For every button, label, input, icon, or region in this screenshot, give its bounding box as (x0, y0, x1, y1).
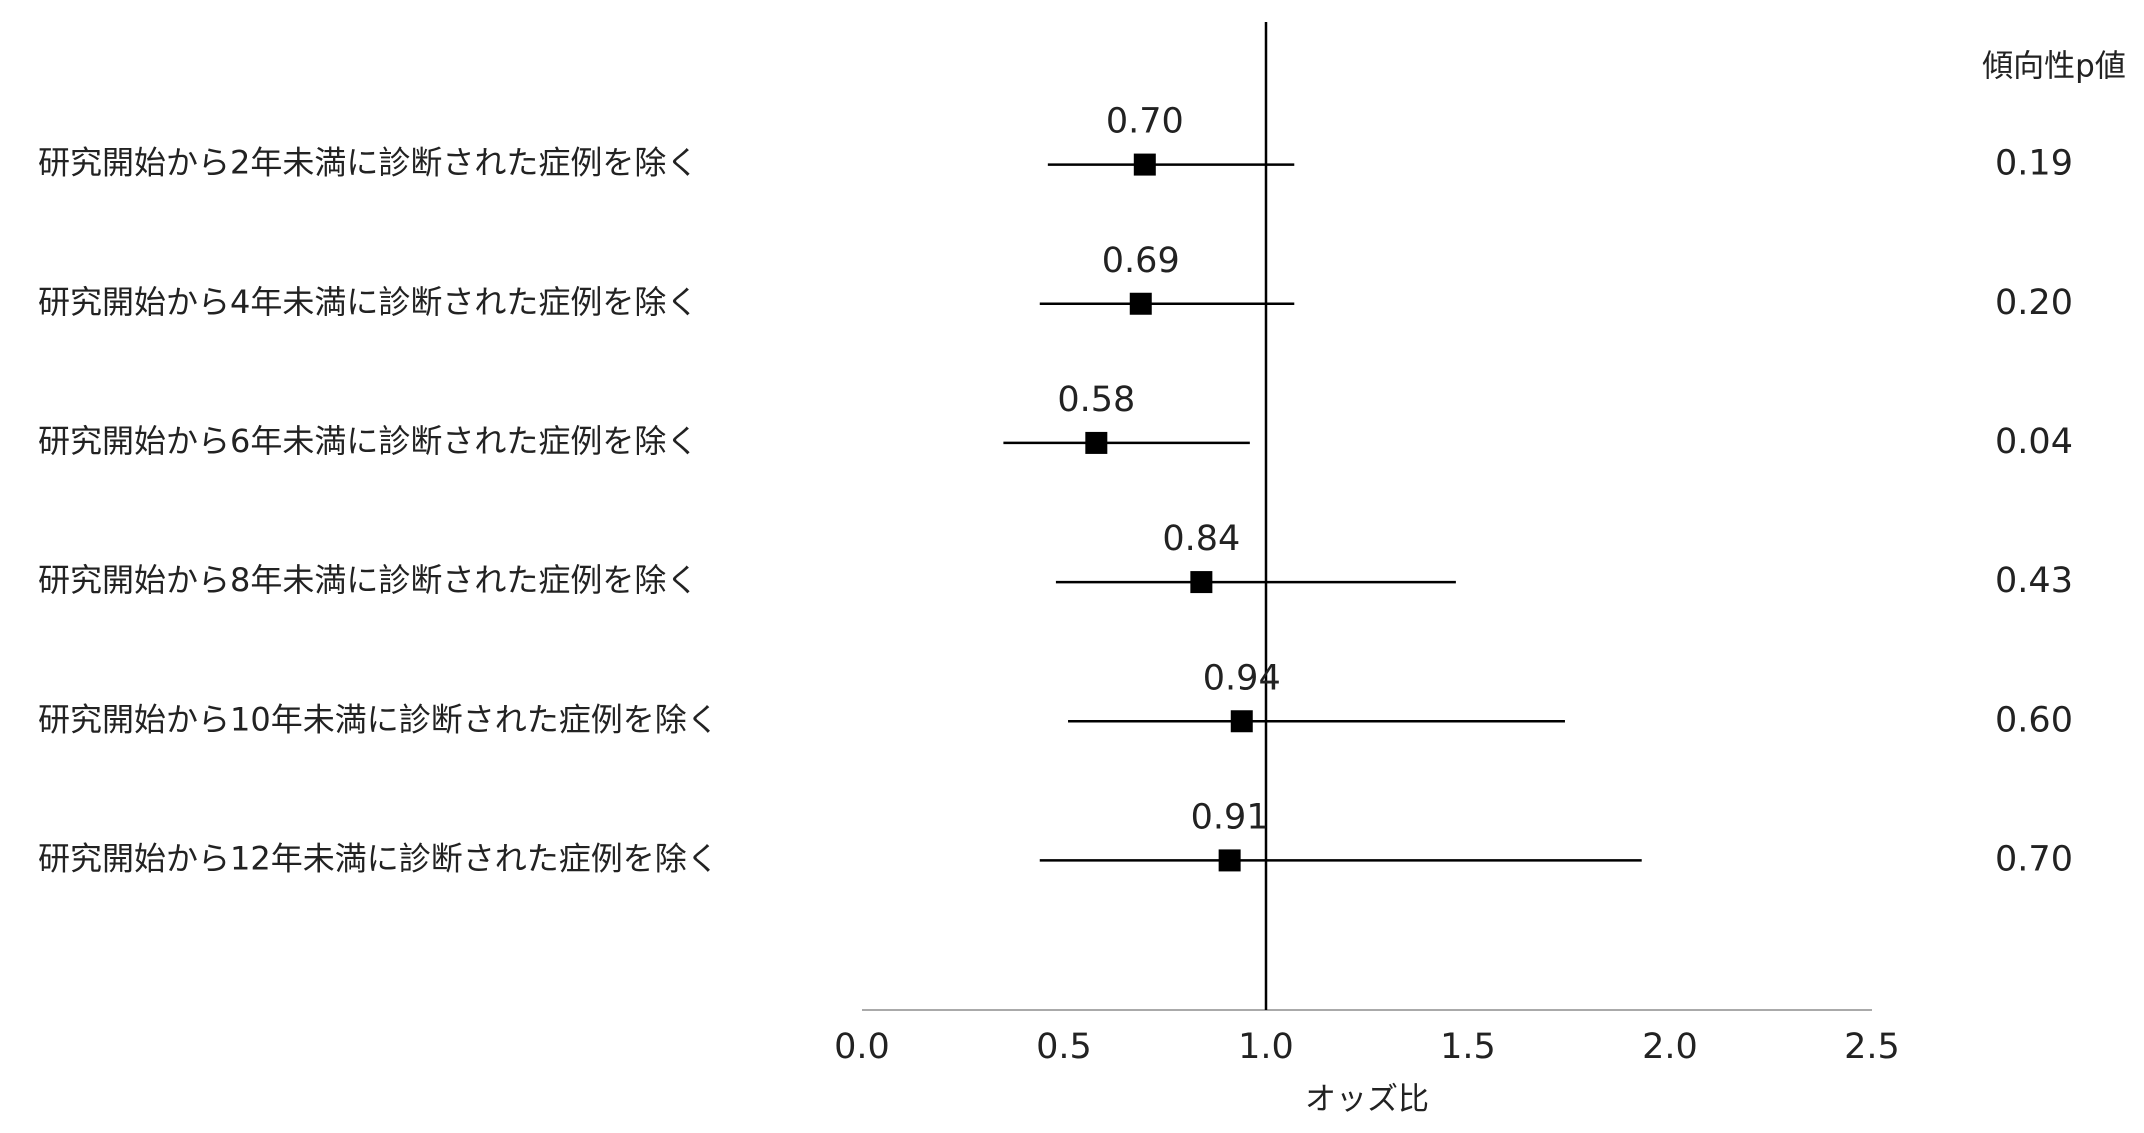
row-label: 研究開始から2年未満に診断された症例を除く (38, 144, 698, 182)
row-label: 研究開始から6年未満に診断された症例を除く (38, 422, 698, 460)
x-tick-label: 2.5 (1844, 1027, 1900, 1067)
p-value: 0.43 (1995, 561, 2073, 601)
value-label: 0.70 (1106, 102, 1184, 142)
point-estimate (1129, 292, 1152, 315)
row-label: 研究開始から8年未満に診断された症例を除く (38, 561, 698, 599)
value-label: 0.84 (1162, 519, 1240, 559)
value-label: 0.91 (1191, 797, 1269, 837)
x-tick-label: 0.5 (1036, 1027, 1092, 1067)
point-estimate (1190, 571, 1213, 594)
x-tick-label: 0.0 (834, 1027, 890, 1067)
x-axis-label: オッズ比 (1305, 1082, 1429, 1118)
value-label: 0.94 (1203, 658, 1281, 698)
x-tick-label: 1.5 (1440, 1027, 1496, 1067)
row-label: 研究開始から4年未満に診断された症例を除く (38, 283, 698, 321)
point-estimate (1230, 710, 1253, 733)
p-value: 0.60 (1995, 700, 2073, 740)
p-value: 0.70 (1995, 839, 2073, 879)
point-estimate (1085, 431, 1108, 454)
point-estimate (1133, 153, 1156, 176)
x-tick-label: 1.0 (1238, 1027, 1294, 1067)
row-label: 研究開始から10年未満に診断された症例を除く (38, 700, 719, 738)
row-label: 研究開始から12年未満に診断された症例を除く (38, 839, 719, 877)
point-estimate (1218, 849, 1241, 872)
p-value: 0.04 (1995, 422, 2073, 462)
p-value-header: 傾向性p値 (1982, 49, 2126, 85)
value-label: 0.69 (1102, 241, 1180, 281)
p-value: 0.20 (1995, 283, 2073, 323)
x-tick-label: 2.0 (1642, 1027, 1698, 1067)
value-label: 0.58 (1057, 380, 1135, 420)
p-value: 0.19 (1995, 144, 2073, 184)
